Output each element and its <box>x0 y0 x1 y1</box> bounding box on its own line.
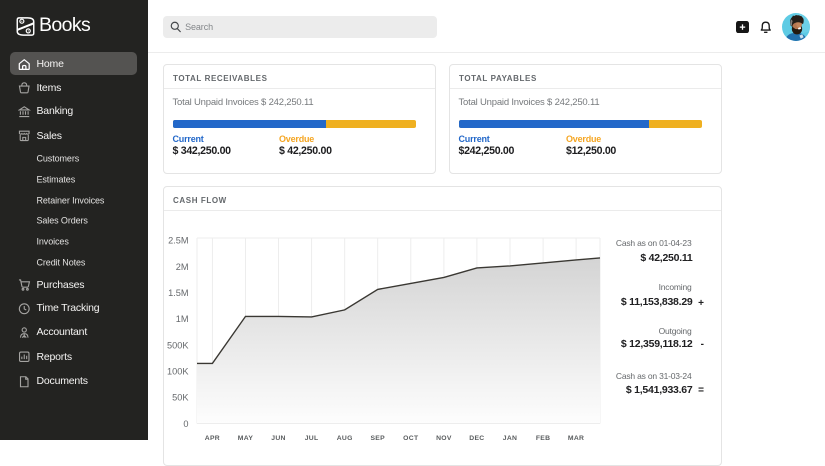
svg-text:OCT: OCT <box>403 435 419 442</box>
svg-text:100K: 100K <box>167 366 189 376</box>
svg-text:2M: 2M <box>176 262 189 272</box>
svg-text:FEB: FEB <box>536 435 551 442</box>
svg-text:DEC: DEC <box>469 435 484 442</box>
svg-text:MAY: MAY <box>238 435 254 442</box>
svg-text:APR: APR <box>205 435 220 442</box>
svg-text:2.5M: 2.5M <box>168 236 188 246</box>
svg-text:NOV: NOV <box>436 435 452 442</box>
svg-text:JUL: JUL <box>305 435 319 442</box>
svg-text:MAR: MAR <box>568 435 584 442</box>
svg-text:1.5M: 1.5M <box>168 288 188 298</box>
svg-text:1M: 1M <box>176 314 189 324</box>
svg-text:AUG: AUG <box>337 435 353 442</box>
svg-text:500K: 500K <box>167 340 189 350</box>
svg-text:JAN: JAN <box>503 435 518 442</box>
svg-text:SEP: SEP <box>370 435 385 442</box>
svg-text:50K: 50K <box>172 393 189 403</box>
svg-text:0: 0 <box>183 419 188 429</box>
svg-text:JUN: JUN <box>271 435 286 442</box>
